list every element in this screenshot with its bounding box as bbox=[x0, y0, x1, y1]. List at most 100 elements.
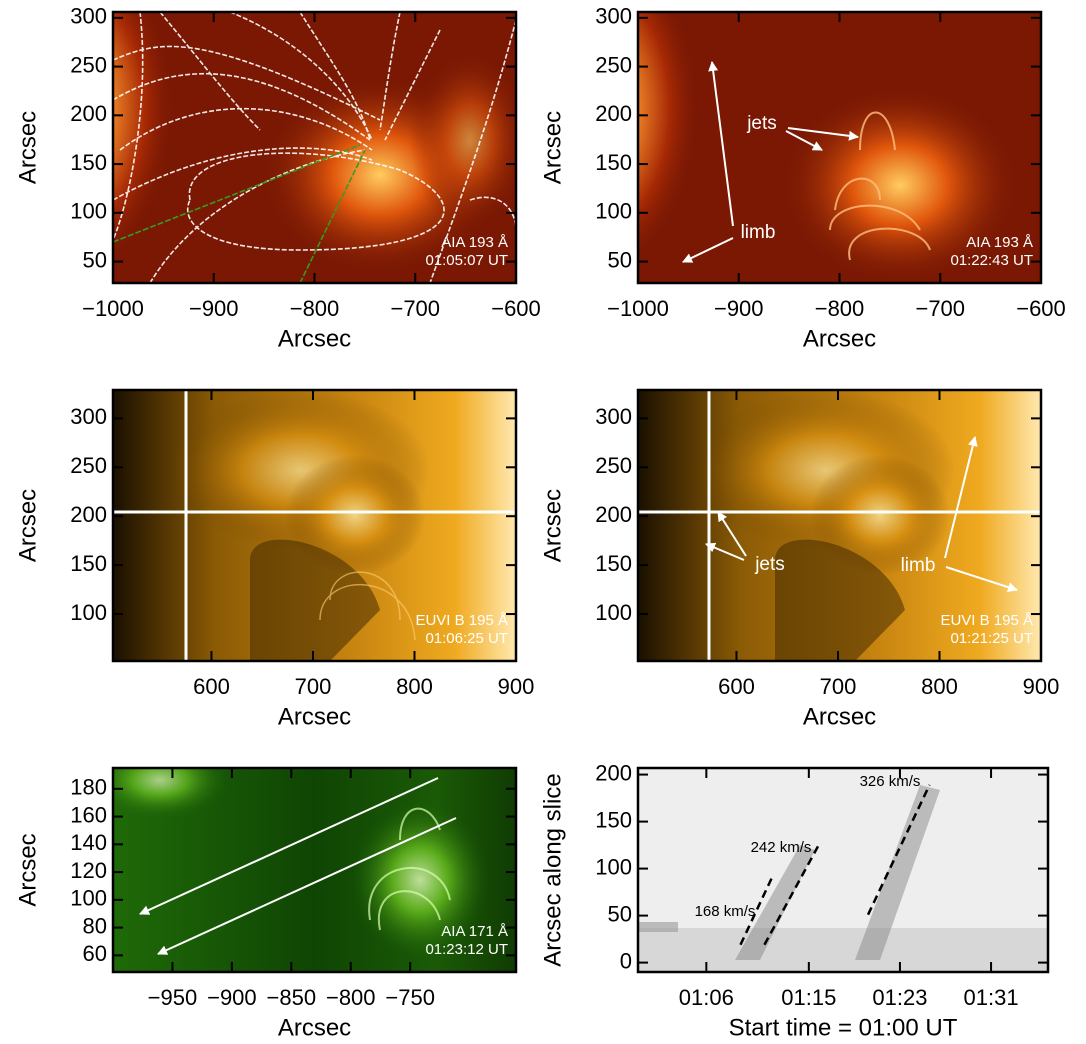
plot-frame bbox=[111, 766, 518, 974]
x-tick-label: −900 bbox=[207, 985, 257, 1010]
annotation-jets: jets bbox=[754, 554, 785, 575]
y-tick-label: 50 bbox=[83, 247, 107, 272]
y-tick-label: 80 bbox=[83, 913, 107, 938]
time-label: 01:06:25 UT bbox=[425, 630, 508, 647]
fit-line bbox=[866, 784, 931, 916]
y-tick-label: 100 bbox=[595, 854, 632, 879]
fit-label: 242 km/s bbox=[751, 839, 812, 856]
x-axis-label: Arcsec bbox=[278, 703, 351, 730]
y-axis-label: Arcsec bbox=[14, 489, 41, 562]
y-tick-label: 180 bbox=[70, 775, 107, 800]
y-tick-label: 300 bbox=[595, 4, 632, 29]
y-axis-label: Arcsec bbox=[539, 489, 566, 562]
x-tick-label: 900 bbox=[1023, 674, 1060, 699]
x-tick-label: −900 bbox=[189, 296, 239, 321]
instrument-label: AIA 171 Å bbox=[441, 923, 508, 940]
y-tick-label: 50 bbox=[608, 901, 632, 926]
instrument-label: EUVI B 195 Å bbox=[940, 612, 1033, 629]
x-tick-label: −950 bbox=[148, 985, 198, 1010]
x-tick-label: −700 bbox=[390, 296, 440, 321]
y-tick-label: 250 bbox=[70, 453, 107, 478]
x-axis-label: Arcsec bbox=[278, 1014, 351, 1041]
y-tick-label: 300 bbox=[70, 404, 107, 429]
y-tick-label: 150 bbox=[70, 551, 107, 576]
y-tick-label: 150 bbox=[595, 150, 632, 175]
y-tick-label: 160 bbox=[70, 802, 107, 827]
x-tick-label: −750 bbox=[385, 985, 435, 1010]
x-tick-label: 700 bbox=[820, 674, 857, 699]
x-tick-label: 01:06 bbox=[679, 985, 734, 1010]
time-label: 01:23:12 UT bbox=[425, 941, 508, 958]
image-time-distance bbox=[638, 768, 1048, 972]
x-axis-label: Arcsec bbox=[803, 325, 876, 352]
y-tick-label: 100 bbox=[70, 600, 107, 625]
y-tick-label: 250 bbox=[595, 453, 632, 478]
y-tick-label: 60 bbox=[83, 941, 107, 966]
y-tick-label: 140 bbox=[70, 830, 107, 855]
y-axis-label: Arcsec bbox=[539, 111, 566, 184]
image-aia193-a bbox=[113, 12, 516, 283]
x-tick-label: −900 bbox=[714, 296, 764, 321]
y-tick-label: 150 bbox=[595, 807, 632, 832]
instrument-label: EUVI B 195 Å bbox=[415, 612, 508, 629]
instrument-label: AIA 193 Å bbox=[966, 234, 1033, 251]
y-tick-label: 200 bbox=[595, 502, 632, 527]
x-tick-label: −850 bbox=[267, 985, 317, 1010]
y-tick-label: 100 bbox=[595, 199, 632, 224]
x-axis-label: Start time = 01:00 UT bbox=[729, 1014, 958, 1041]
x-tick-label: 800 bbox=[921, 674, 958, 699]
y-tick-label: 250 bbox=[70, 52, 107, 77]
y-tick-label: 250 bbox=[595, 52, 632, 77]
x-tick-label: 700 bbox=[295, 674, 332, 699]
y-tick-label: 300 bbox=[70, 4, 107, 29]
x-axis-label: Arcsec bbox=[278, 325, 351, 352]
annotation-jets: jets bbox=[746, 113, 777, 134]
fit-label: 326 km/s bbox=[860, 773, 921, 790]
x-tick-label: 800 bbox=[396, 674, 433, 699]
y-tick-label: 200 bbox=[70, 101, 107, 126]
y-tick-label: 300 bbox=[595, 404, 632, 429]
y-tick-label: 150 bbox=[595, 551, 632, 576]
x-tick-label: 600 bbox=[193, 674, 230, 699]
x-tick-label: 900 bbox=[498, 674, 535, 699]
y-tick-label: 200 bbox=[595, 760, 632, 785]
image-euvi-b bbox=[638, 390, 1041, 661]
x-tick-label: 01:23 bbox=[872, 985, 927, 1010]
annotation-limb: limb bbox=[741, 222, 776, 243]
y-tick-label: 100 bbox=[595, 600, 632, 625]
image-euvi-a bbox=[113, 390, 516, 661]
y-tick-label: 50 bbox=[608, 247, 632, 272]
annotation-arrows bbox=[682, 61, 1018, 592]
instrument-label: AIA 193 Å bbox=[441, 234, 508, 251]
x-tick-label: −800 bbox=[326, 985, 376, 1010]
annotation-limb: limb bbox=[901, 555, 936, 576]
x-tick-label: 01:31 bbox=[964, 985, 1019, 1010]
y-tick-label: 200 bbox=[70, 502, 107, 527]
x-tick-label: −1000 bbox=[82, 296, 144, 321]
x-tick-label: 600 bbox=[718, 674, 755, 699]
y-tick-label: 0 bbox=[620, 948, 632, 973]
y-tick-label: 120 bbox=[70, 858, 107, 883]
fit-line bbox=[763, 841, 822, 946]
y-tick-label: 100 bbox=[70, 199, 107, 224]
y-tick-label: 100 bbox=[70, 886, 107, 911]
image-aia193-b bbox=[638, 12, 1041, 283]
time-label: 01:22:43 UT bbox=[950, 252, 1033, 269]
time-label: 01:05:07 UT bbox=[425, 252, 508, 269]
fit-label: 168 km/s bbox=[695, 903, 756, 920]
y-axis-label: Arcsec bbox=[14, 111, 41, 184]
y-axis-label: Arcsec along slice bbox=[539, 773, 566, 966]
y-tick-label: 200 bbox=[595, 101, 632, 126]
plot-frame bbox=[111, 388, 518, 663]
plot-frame bbox=[636, 388, 1043, 663]
y-axis-label: Arcsec bbox=[14, 833, 41, 906]
plot-frame bbox=[636, 766, 1050, 974]
x-tick-label: −700 bbox=[915, 296, 965, 321]
x-axis-label: Arcsec bbox=[803, 703, 876, 730]
x-tick-label: −1000 bbox=[607, 296, 669, 321]
x-tick-label: −800 bbox=[290, 296, 340, 321]
x-tick-label: −600 bbox=[1016, 296, 1066, 321]
time-label: 01:21:25 UT bbox=[950, 630, 1033, 647]
x-tick-label: −600 bbox=[491, 296, 541, 321]
